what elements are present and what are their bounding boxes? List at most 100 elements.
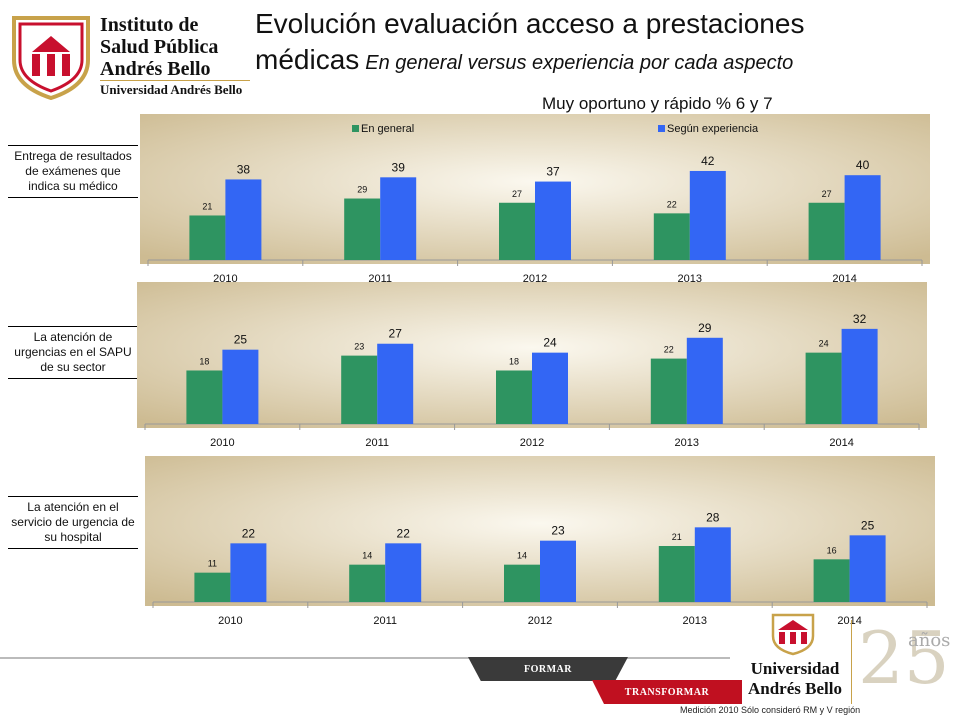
- bar-segun-experiencia: [377, 343, 414, 424]
- x-tick-label: 2013: [675, 437, 699, 449]
- legend-label: Según experiencia: [667, 123, 759, 135]
- row-label-sapu: La atención de urgencias en el SAPU de s…: [8, 326, 138, 379]
- row-label-hospital: La atención en el servicio de urgencia d…: [8, 496, 138, 549]
- bar-en-general: [805, 352, 842, 424]
- legend-swatch: [658, 125, 665, 132]
- bar-en-general: [813, 559, 850, 602]
- legend-label: En general: [361, 123, 414, 135]
- bar-en-general: [653, 213, 690, 260]
- data-label: 29: [357, 185, 367, 195]
- data-label: 21: [672, 532, 682, 542]
- bar-en-general: [186, 370, 223, 424]
- page-title: Evolución evaluación acceso a prestacion…: [255, 8, 805, 39]
- bar-segun-experiencia: [535, 181, 571, 260]
- footer-vertical-divider: [851, 620, 852, 704]
- data-label: 28: [706, 510, 720, 524]
- anniversary-word: años: [908, 630, 951, 651]
- university-shield-icon: [771, 613, 815, 656]
- data-label: 42: [701, 154, 715, 168]
- bar-en-general: [504, 564, 540, 602]
- institute-logo: Instituto de Salud Pública Andrés Bello …: [8, 12, 258, 100]
- legend-swatch: [352, 125, 359, 132]
- data-label: 22: [667, 199, 677, 209]
- x-tick-label: 2013: [683, 615, 707, 627]
- data-label: 18: [509, 356, 519, 366]
- data-label: 24: [819, 339, 829, 349]
- bar-segun-experiencia: [222, 349, 259, 424]
- x-tick-label: 2014: [837, 615, 861, 627]
- bar-segun-experiencia: [380, 177, 417, 260]
- data-label: 25: [234, 333, 248, 347]
- bar-en-general: [189, 215, 226, 260]
- data-label: 37: [546, 165, 560, 179]
- data-label: 27: [822, 189, 832, 199]
- bar-segun-experiencia: [849, 535, 886, 602]
- data-label: 39: [392, 160, 406, 174]
- page-title-main: médicas: [255, 44, 360, 75]
- chart-sapu: 18 25 2010 23 27 2011 18 24 2012 22 29 2013 24 32 2014: [137, 282, 927, 450]
- bar-en-general: [499, 202, 535, 260]
- institute-name-line3: Andrés Bello: [100, 58, 211, 80]
- bar-en-general: [650, 358, 687, 424]
- bar-en-general: [341, 355, 378, 424]
- ribbon-transformar: TRANSFORMAR: [592, 680, 742, 704]
- university-logo: Universidad Andrés Bello: [740, 612, 850, 704]
- data-label: 22: [664, 345, 674, 355]
- data-label: 27: [512, 189, 522, 199]
- university-name: Universidad Andrés Bello: [100, 82, 243, 97]
- page-subtitle: En general versus experiencia por cada a…: [365, 52, 794, 74]
- university-logo-line2: Andrés Bello: [748, 679, 842, 698]
- data-label: 24: [543, 336, 557, 350]
- data-label: 29: [698, 321, 712, 335]
- university-logo-line1: Universidad: [750, 659, 840, 678]
- chart-axis-band: [145, 606, 935, 628]
- x-tick-label: 2010: [218, 615, 242, 627]
- x-tick-label: 2010: [210, 437, 234, 449]
- x-tick-label: 2012: [528, 615, 552, 627]
- chart-axis-band: [140, 264, 930, 282]
- x-tick-label: 2011: [365, 437, 389, 449]
- data-label: 25: [861, 518, 875, 532]
- ribbon-formar: FORMAR: [468, 657, 628, 681]
- data-label: 32: [853, 312, 867, 326]
- bar-en-general: [344, 198, 381, 260]
- data-label: 18: [199, 356, 209, 366]
- bar-en-general: [496, 370, 532, 424]
- bar-en-general: [194, 572, 231, 602]
- data-label: 23: [551, 524, 565, 538]
- x-tick-label: 2014: [832, 273, 856, 282]
- bar-en-general: [349, 564, 386, 602]
- bar-segun-experiencia: [689, 170, 726, 260]
- footnote: Medición 2010 Sólo consideró RM y V regi…: [680, 705, 861, 715]
- data-label: 27: [389, 327, 403, 341]
- x-tick-label: 2011: [368, 273, 392, 282]
- chart-axis-band: [137, 428, 927, 450]
- metric-label: Muy oportuno y rápido % 6 y 7: [542, 94, 773, 113]
- row-label-examenes: Entrega de resultados de exámenes que in…: [8, 145, 138, 198]
- x-tick-label: 2010: [213, 273, 237, 282]
- data-label: 22: [242, 526, 256, 540]
- x-tick-label: 2011: [373, 615, 397, 627]
- bar-segun-experiencia: [230, 543, 267, 602]
- data-label: 23: [354, 342, 364, 352]
- data-label: 40: [856, 158, 870, 172]
- data-label: 16: [827, 545, 837, 555]
- institute-name-line1: Instituto de: [100, 14, 199, 36]
- x-tick-label: 2014: [829, 437, 853, 449]
- bar-segun-experiencia: [532, 352, 568, 424]
- chart-examenes: 21 38 2010 29 39 2011 27 37 2012 22 42 2013 27 40 2014…: [140, 114, 930, 282]
- x-tick-label: 2013: [678, 273, 702, 282]
- chart-hospital: 11 22 2010 14 22 2011 14 23 2012 21 28 2013 16 25 2014: [145, 456, 935, 628]
- data-label: 38: [237, 162, 251, 176]
- data-label: 22: [397, 526, 411, 540]
- bar-segun-experiencia: [686, 337, 723, 424]
- bar-en-general: [808, 202, 845, 260]
- bar-segun-experiencia: [225, 179, 262, 260]
- x-tick-label: 2012: [523, 273, 547, 282]
- anniversary-number: 25: [858, 616, 950, 700]
- x-tick-label: 2012: [520, 437, 544, 449]
- bar-segun-experiencia: [385, 543, 422, 602]
- data-label: 14: [362, 551, 372, 561]
- bar-segun-experiencia: [841, 328, 878, 424]
- bar-segun-experiencia: [540, 540, 576, 602]
